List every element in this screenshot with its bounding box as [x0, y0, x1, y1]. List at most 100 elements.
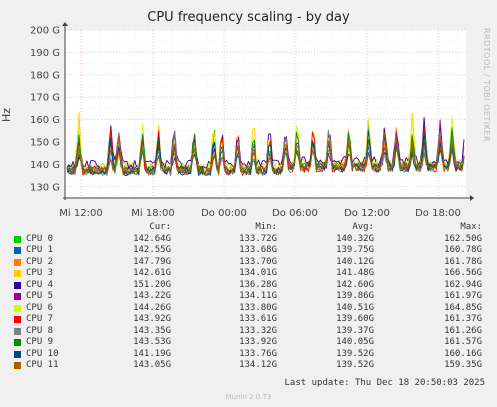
- header-cur: Cur:: [149, 222, 171, 232]
- legend-swatch: [14, 270, 21, 277]
- x-axis-arrow: [470, 195, 474, 201]
- cur-value: 142.64G: [133, 233, 171, 244]
- cur-value: 141.19G: [133, 348, 171, 359]
- legend-swatch: [14, 304, 21, 312]
- legend-table: Cur: Min: Avg: Max: CPU 0 142.64G 133.72G 1…: [12, 222, 492, 372]
- legend-row: CPU 11 143.05G 134.12G 139.52G 159.35G: [12, 360, 492, 372]
- series-line-cpu-11: [66, 131, 465, 176]
- min-value: 134.12G: [239, 360, 277, 370]
- legend-swatch: [14, 339, 21, 346]
- max-value: 159.35G: [444, 360, 482, 370]
- y-tick-label: 150 G: [30, 138, 60, 149]
- cur-value: 143.53G: [133, 337, 171, 347]
- header-max: Max:: [460, 222, 482, 232]
- max-value: 162.94G: [444, 279, 482, 290]
- avg-value: 139.75G: [336, 245, 374, 255]
- rrdtool-credit: RRDTOOL / TOBI OETIKER: [482, 28, 491, 143]
- legend-swatch: [14, 247, 21, 254]
- munin-version: Munin 2.0.73: [225, 393, 272, 401]
- x-tick-label: Do 18:00: [415, 208, 461, 219]
- cur-value: 147.79G: [133, 256, 171, 267]
- legend-row: CPU 9 143.53G 133.92G 140.05G 161.57G: [12, 337, 492, 349]
- cur-value: 142.55G: [133, 245, 171, 255]
- min-value: 133.32G: [239, 325, 277, 336]
- legend-swatch: [14, 316, 21, 323]
- min-value: 133.92G: [239, 337, 277, 347]
- max-value: 161.97G: [444, 291, 482, 301]
- legend-row: CPU 4 151.20G 136.28G 142.60G 162.94G: [12, 280, 492, 292]
- x-tick-label: Mi 12:00: [59, 208, 102, 219]
- series-name: CPU 5: [26, 291, 54, 301]
- max-value: 161.78G: [444, 256, 482, 267]
- series-name: CPU 10: [26, 348, 59, 359]
- legend-swatch: [14, 293, 21, 300]
- min-value: 133.72G: [239, 233, 277, 244]
- legend-row: CPU 2 147.79G 133.70G 140.12G 161.78G: [12, 257, 492, 269]
- x-tick-label: Mi 18:00: [131, 208, 174, 219]
- y-tick-label: 170 G: [30, 93, 60, 104]
- max-value: 161.37G: [444, 314, 482, 324]
- series-name: CPU 3: [26, 268, 54, 278]
- legend-row: CPU 5 143.22G 134.11G 139.86G 161.97G: [12, 291, 492, 303]
- legend-swatch: [14, 327, 21, 335]
- y-tick-label: 130 G: [30, 182, 60, 193]
- legend-swatch: [14, 362, 21, 369]
- min-value: 133.80G: [239, 302, 277, 313]
- min-value: 134.01G: [239, 268, 277, 278]
- avg-value: 140.32G: [336, 233, 374, 244]
- avg-value: 140.51G: [336, 302, 374, 313]
- y-tick-label: 160 G: [30, 115, 60, 126]
- series-name: CPU 6: [26, 302, 54, 313]
- avg-value: 139.60G: [336, 314, 374, 324]
- legend-swatch: [14, 281, 21, 289]
- legend-row: CPU 8 143.35G 133.32G 139.37G 161.26G: [12, 326, 492, 338]
- y-tick-label: 190 G: [30, 48, 60, 59]
- x-tick-label: Do 12:00: [344, 208, 390, 219]
- legend-row: CPU 6 144.26G 133.80G 140.51G 164.85G: [12, 303, 492, 315]
- cur-value: 142.61G: [133, 268, 171, 278]
- series-name: CPU 2: [26, 256, 54, 267]
- x-tick-label: Do 06:00: [272, 208, 318, 219]
- legend-swatch: [14, 258, 21, 266]
- legend-row: CPU 1 142.55G 133.68G 139.75G 160.78G: [12, 245, 492, 257]
- min-value: 133.68G: [239, 245, 277, 255]
- legend-swatch: [14, 350, 21, 358]
- series-name: CPU 1: [26, 245, 54, 255]
- last-update: Last update: Thu Dec 18 20:50:03 2025: [284, 378, 485, 388]
- avg-value: 140.12G: [336, 256, 374, 267]
- min-value: 133.70G: [239, 256, 277, 267]
- cur-value: 143.22G: [133, 291, 171, 301]
- plot-area: 130 G 140 G 150 G 160 G 170 G 180 G 190 G 200 G…: [30, 22, 474, 219]
- avg-value: 139.86G: [336, 291, 374, 301]
- legend-row: CPU 0 142.64G 133.72G 140.32G 162.50G: [12, 234, 492, 246]
- max-value: 166.56G: [444, 268, 482, 278]
- legend-row: CPU 10 141.19G 133.76G 139.52G 160.16G: [12, 349, 492, 361]
- series-name: CPU 4: [26, 279, 54, 290]
- series-name: CPU 9: [26, 337, 54, 347]
- avg-value: 140.05G: [336, 337, 374, 347]
- series-line-cpu-8: [66, 129, 465, 177]
- series-name: CPU 7: [26, 314, 54, 324]
- legend-row: CPU 7 143.92G 133.61G 139.60G 161.37G: [12, 314, 492, 326]
- avg-value: 139.52G: [336, 348, 374, 359]
- avg-value: 139.52G: [336, 360, 374, 370]
- series-name: CPU 8: [26, 325, 54, 336]
- min-value: 133.76G: [239, 348, 277, 359]
- cur-value: 151.20G: [133, 279, 171, 290]
- max-value: 160.78G: [444, 245, 482, 255]
- cur-value: 143.92G: [133, 314, 171, 324]
- cur-value: 144.26G: [133, 302, 171, 313]
- y-tick-label: 180 G: [30, 70, 60, 81]
- header-avg: Avg:: [352, 222, 374, 232]
- cur-value: 143.35G: [133, 325, 171, 336]
- chart-title: CPU frequency scaling - by day: [147, 10, 350, 25]
- x-tick-label: Do 00:00: [201, 208, 247, 219]
- y-tick-label: 200 G: [30, 26, 60, 37]
- min-value: 133.61G: [239, 314, 277, 324]
- legend-header-row: Cur: Min: Avg: Max:: [12, 222, 492, 234]
- avg-value: 139.37G: [336, 325, 374, 336]
- header-min: Min:: [255, 222, 277, 232]
- y-axis-arrow: [62, 22, 68, 26]
- legend-row: CPU 3 142.61G 134.01G 141.48G 166.56G: [12, 268, 492, 280]
